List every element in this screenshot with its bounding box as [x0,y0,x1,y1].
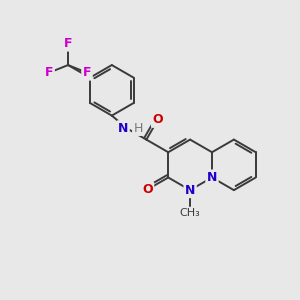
Text: F: F [83,66,91,79]
Text: O: O [152,113,163,126]
Text: F: F [64,37,72,50]
Text: N: N [118,122,128,135]
Text: N: N [207,171,217,184]
Text: F: F [45,66,53,79]
Text: N: N [185,184,195,196]
Text: O: O [142,183,153,196]
Text: CH₃: CH₃ [180,208,200,218]
Text: H: H [133,122,143,135]
